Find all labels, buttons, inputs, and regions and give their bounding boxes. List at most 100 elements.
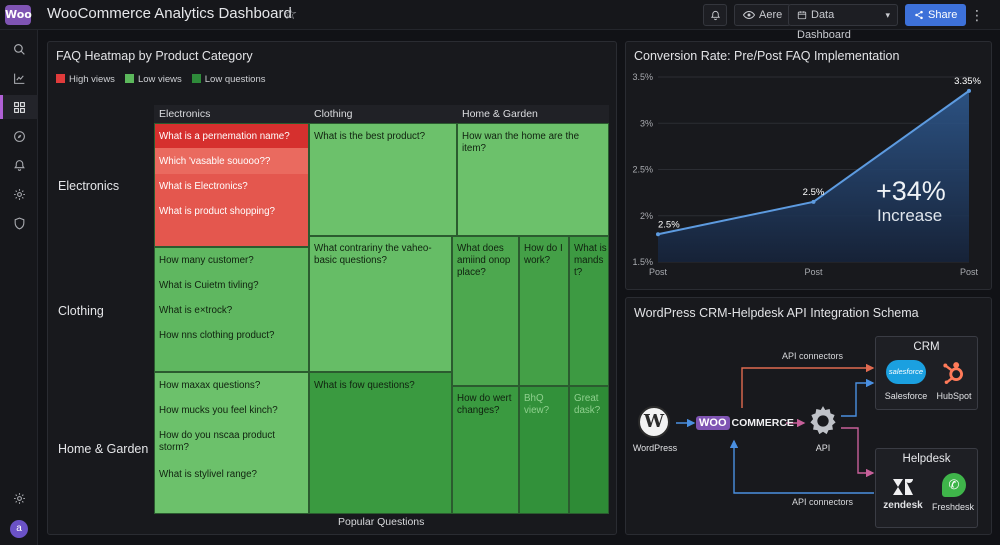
conversion-area [658, 90, 969, 262]
sidebar-active-highlight [0, 95, 38, 119]
dashboard-select[interactable]: Data Dashboard ▾ [788, 4, 898, 41]
connector-label-top: API connectors [782, 351, 844, 361]
commerce-label: COMMERCE [731, 416, 794, 429]
faq-question: How mucks you feel kinch? [159, 405, 278, 416]
row-header-electronics: Electronics [58, 179, 120, 193]
faq-question: What is the best product? [314, 131, 426, 142]
x-tick-label: Post [960, 267, 979, 277]
faq-question: How do I work? [524, 243, 563, 266]
heatmap-cell-electronics-clothing[interactable]: What is the best product? [309, 123, 457, 236]
hubspot-label: HubSpot [936, 391, 972, 401]
heatmap-x-axis-label: Popular Questions [338, 516, 425, 528]
data-label: 2.5% [658, 219, 680, 230]
heatmap-cell-clothing-clothing[interactable]: What contrariny the vaheo-basic question… [309, 236, 452, 372]
crm-title: CRM [913, 341, 940, 353]
y-tick-label: 3% [640, 118, 653, 128]
faq-question: How nns clothing product? [159, 330, 275, 341]
gear-icon[interactable] [9, 184, 29, 204]
data-point [811, 199, 816, 204]
faq-question: What contrariny the vaheo-basic question… [314, 243, 432, 266]
heatmap-title: FAQ Heatmap by Product Category [56, 49, 253, 63]
schema-title: WordPress CRM-Helpdesk API Integration S… [634, 306, 919, 320]
more-options-icon[interactable]: ⋮ [970, 7, 984, 23]
dashboard-select-value: Data Dashboard [797, 9, 851, 41]
faq-question: What is stylivel range? [159, 469, 258, 480]
faq-question: What does amiind onop place? [457, 243, 511, 278]
row-header-home-garden: Home & Garden [58, 442, 149, 456]
heatmap-cell-home-electronics[interactable]: How maxax questions? How mucks you feel … [154, 372, 309, 514]
data-point [967, 88, 971, 93]
hubspot-icon [941, 359, 967, 390]
faq-question: Which 'vasable souooo?? [159, 156, 271, 167]
bell-icon[interactable] [9, 155, 29, 175]
faq-question: What is a pernemation name? [159, 131, 290, 142]
share-icon [915, 10, 923, 20]
column-header-electronics: Electronics [154, 105, 309, 123]
chart-icon[interactable] [9, 68, 29, 88]
column-header-clothing: Clothing [309, 105, 457, 123]
woocommerce-logo[interactable]: Woo [5, 5, 32, 25]
heatmap-cell-home-home-2[interactable]: BhQ view? [519, 386, 569, 514]
x-tick-label: Post [804, 267, 823, 277]
freshdesk-icon: ✆ [942, 473, 966, 497]
chevron-down-icon: ▾ [885, 10, 890, 20]
freshdesk-label: Freshdesk [931, 502, 975, 512]
legend-item-low-views: Low views [124, 74, 182, 85]
faq-question: How wan the home are the item? [462, 131, 580, 154]
heatmap-cell-electronics-home[interactable]: How wan the home are the item? [457, 123, 609, 236]
conversion-rate-panel: Conversion Rate: Pre/Post FAQ Implementa… [625, 41, 992, 290]
salesforce-label: Salesforce [884, 391, 928, 401]
heatmap-cell-clothing-electronics[interactable]: How many customer? What is Cuietm tivlin… [154, 247, 309, 372]
heatmap-cell-clothing-home-2[interactable]: How do I work? [519, 236, 569, 386]
heatmap-cell-home-clothing[interactable]: What is fow questions? [309, 372, 452, 514]
search-icon[interactable] [9, 39, 29, 59]
salesforce-cloud-icon: salesforce [886, 360, 926, 384]
avatar[interactable]: a [10, 520, 28, 538]
faq-heatmap-panel: FAQ Heatmap by Product Category High vie… [47, 41, 617, 535]
conversion-big-caption: Increase [877, 206, 943, 225]
conversion-chart-title: Conversion Rate: Pre/Post FAQ Implementa… [634, 49, 900, 63]
share-button[interactable]: Share [905, 4, 967, 26]
faq-question: What is Electronics? [159, 181, 248, 192]
x-tick-label: Post [649, 267, 668, 277]
compass-icon[interactable] [9, 126, 29, 146]
y-tick-label: 1.5% [632, 257, 653, 267]
conversion-big-value: +34% [876, 176, 946, 206]
heatmap-cell-clothing-home-1[interactable]: What does amiind onop place? [452, 236, 519, 386]
top-bar: Woo WooCommerce Analytics Dashboard ☆ Ae… [0, 0, 1000, 41]
view-label: Aere [759, 9, 783, 21]
heatmap-legend: High views Low views Low questions [56, 74, 266, 85]
faq-question: What is e×trock? [159, 305, 233, 316]
shield-icon[interactable] [9, 213, 29, 233]
crm-group: CRM salesforce Salesforce HubSpot [875, 336, 978, 410]
api-gear-icon [806, 404, 840, 443]
data-label: 2.5% [803, 187, 825, 198]
faq-question: How do wert changes? [457, 393, 512, 416]
notifications-button[interactable] [703, 4, 727, 26]
legend-item-high-views: High views [56, 74, 115, 85]
helpdesk-group: Helpdesk zendesk ✆ Freshdesk [875, 448, 978, 528]
woocommerce-node: WOO COMMERCE [696, 413, 794, 432]
legend-item-low-questions: Low questions [191, 74, 266, 85]
share-label: Share [928, 9, 958, 21]
settings-gear-icon[interactable] [9, 488, 29, 508]
sidebar-active-indicator [0, 95, 3, 119]
grid-icon[interactable] [9, 97, 29, 117]
page-title: WooCommerce Analytics Dashboard [47, 5, 292, 22]
y-tick-label: 2% [640, 211, 653, 221]
data-point [656, 232, 660, 237]
heatmap-cell-electronics-electronics[interactable]: What is a pernemation name? Which 'vasab… [154, 123, 309, 247]
heatmap-cell-home-home-3[interactable]: Great dask? [569, 386, 609, 514]
faq-question: BhQ view? [524, 393, 550, 416]
heatmap-cell-clothing-home-3[interactable]: What is mands t? [569, 236, 609, 386]
faq-question: What is Cuietm tivling? [159, 280, 259, 291]
sidebar: a [0, 30, 38, 545]
zendesk-icon [891, 477, 915, 502]
faq-question: What is mands t? [574, 243, 607, 278]
view-button[interactable]: Aere [734, 4, 792, 26]
faq-question: How do you nscaa product storm? [159, 430, 275, 453]
zendesk-label: zendesk [883, 500, 923, 511]
heatmap-cell-home-home-1[interactable]: How do wert changes? [452, 386, 519, 514]
data-label: 3.35% [954, 76, 981, 87]
star-icon[interactable]: ☆ [283, 6, 298, 23]
